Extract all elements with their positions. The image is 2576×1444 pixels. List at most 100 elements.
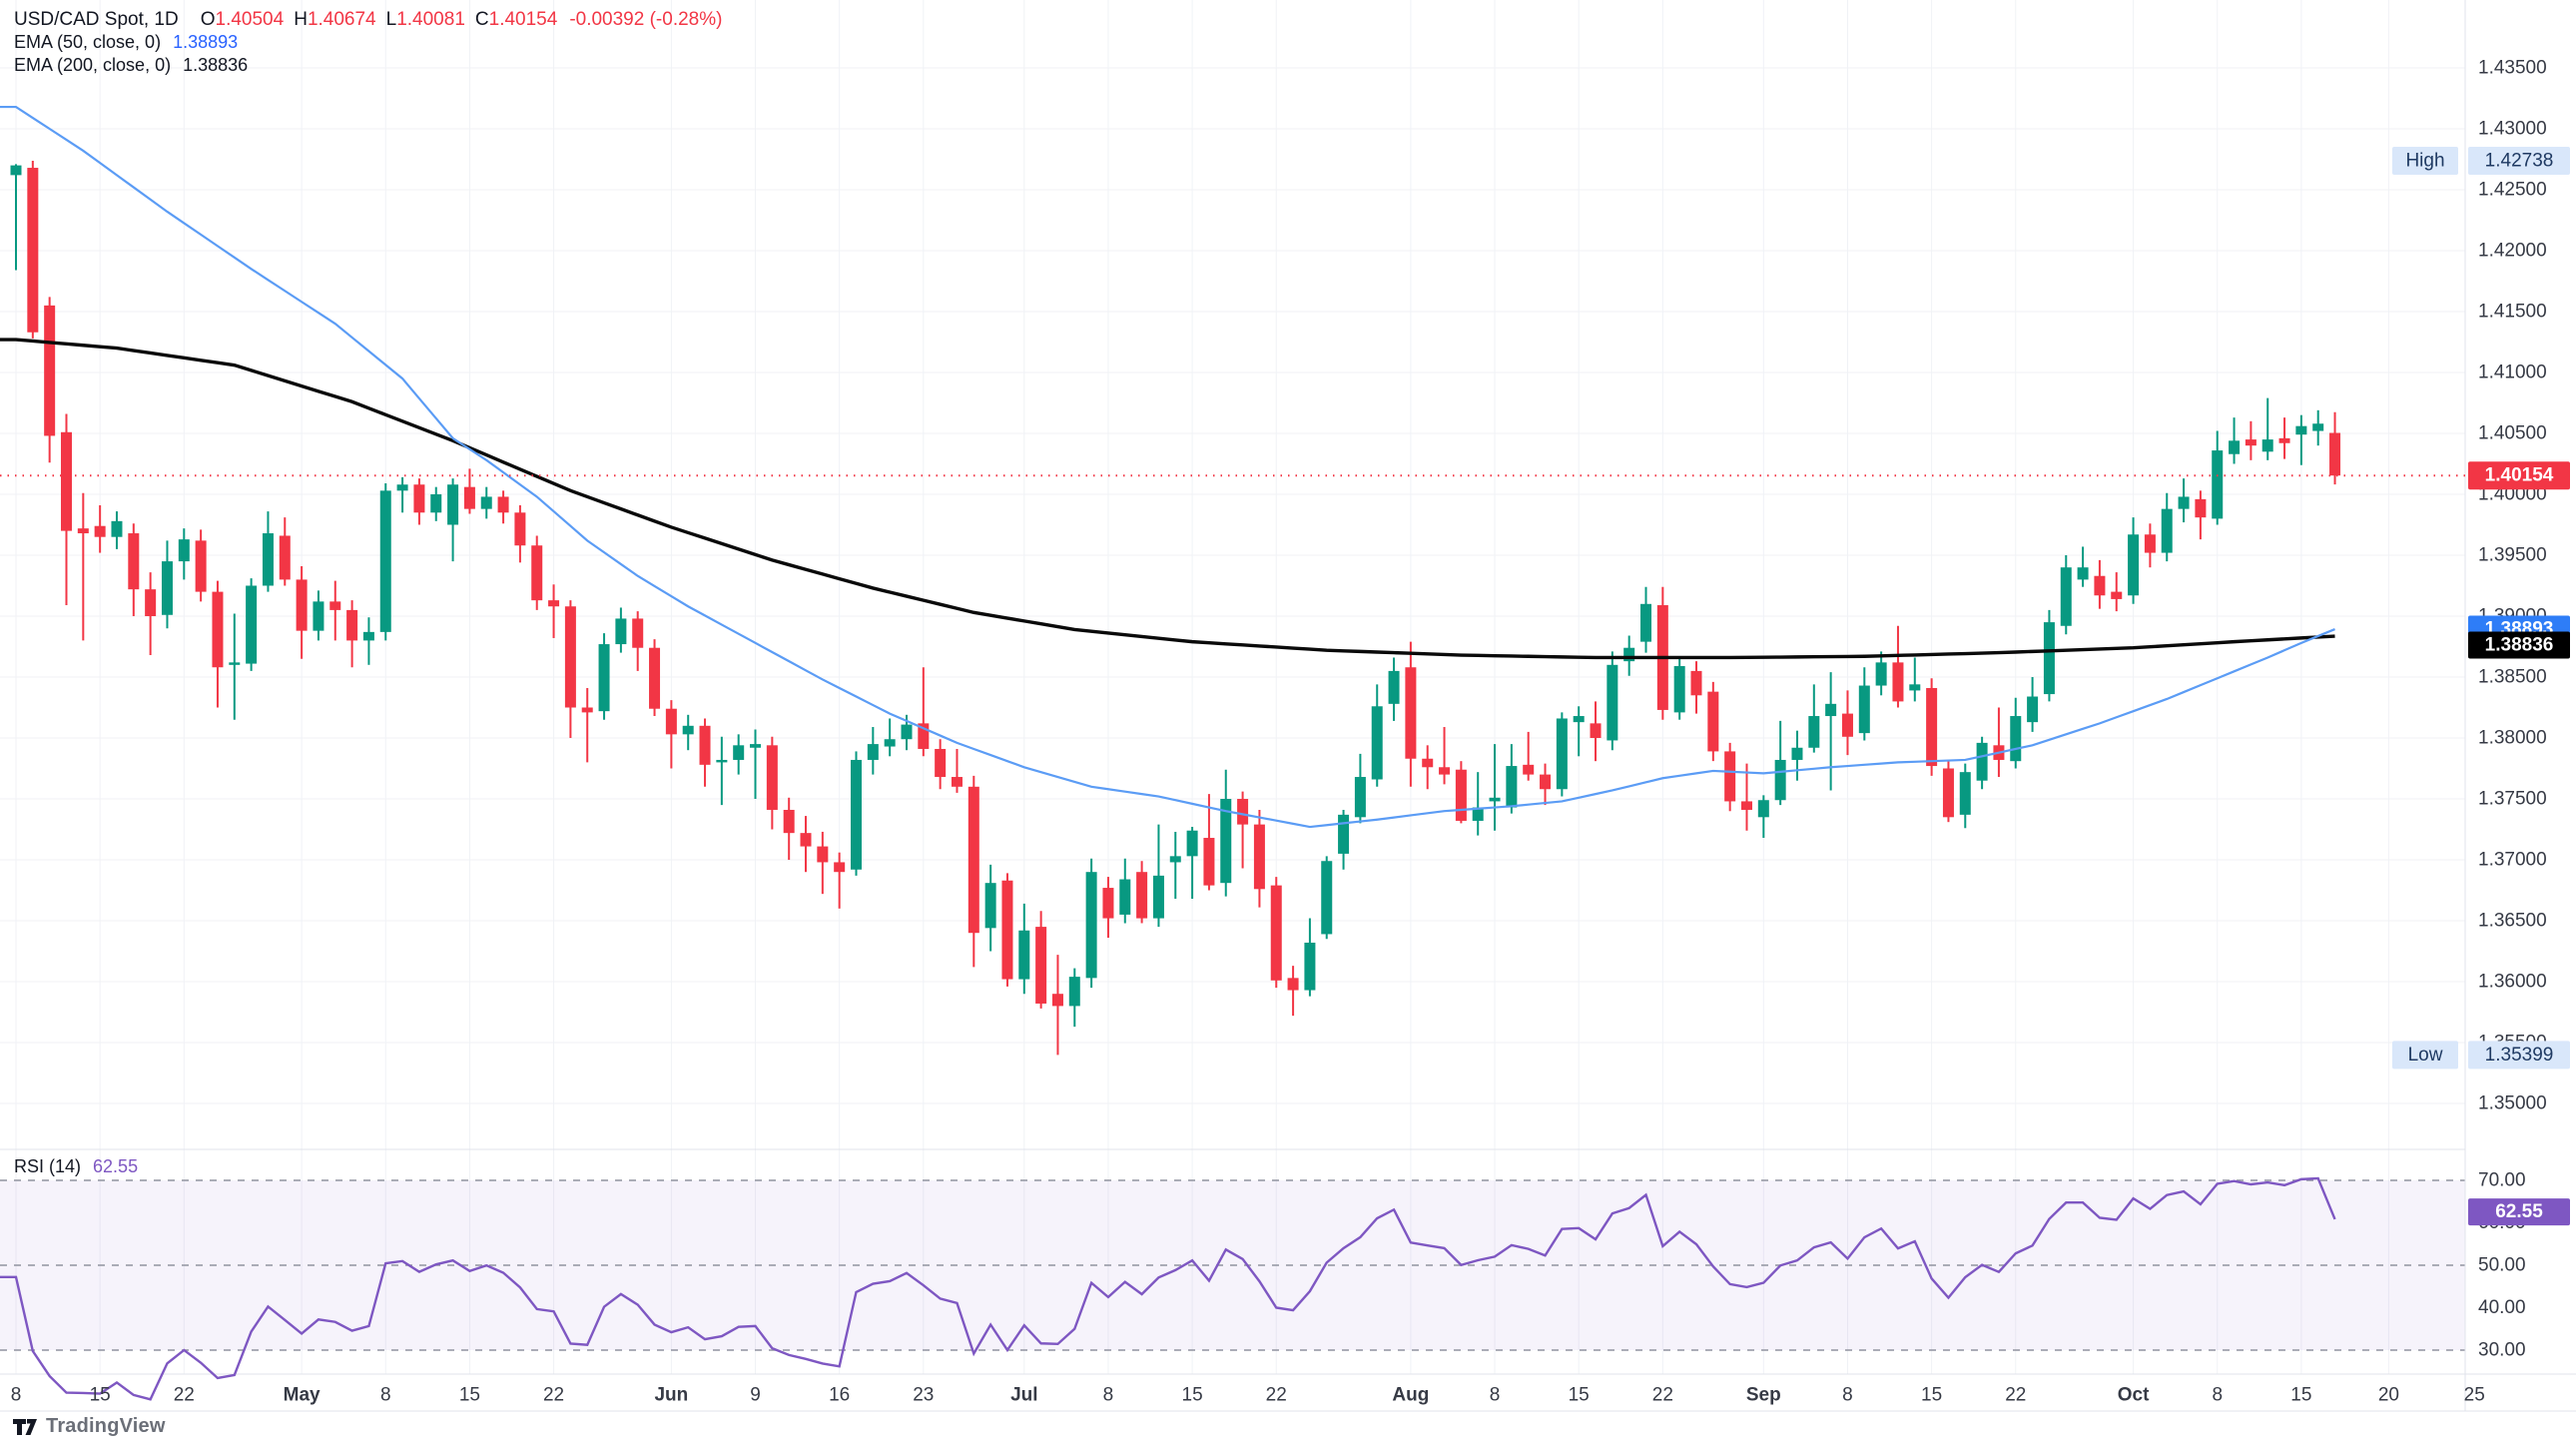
legend-ema200-row[interactable]: EMA (200, close, 0) 1.38836 bbox=[14, 54, 722, 77]
price-pane[interactable] bbox=[0, 0, 2465, 1149]
candle-body bbox=[1942, 768, 1954, 818]
legend-symbol-row[interactable]: USD/CAD Spot, 1D O1.40504 H1.40674 L1.40081… bbox=[14, 8, 722, 31]
time-tick-label: 22 bbox=[2005, 1385, 2026, 1406]
price-tick-label: 1.40500 bbox=[2478, 423, 2547, 444]
candle-body bbox=[430, 494, 442, 513]
candle-body bbox=[750, 744, 762, 748]
time-tick-label: 23 bbox=[913, 1385, 934, 1406]
candles bbox=[10, 160, 2341, 1056]
rsi-tick-label: 40.00 bbox=[2478, 1297, 2526, 1318]
candle-body bbox=[598, 644, 610, 712]
candle-body bbox=[2178, 496, 2190, 509]
candle-body bbox=[2195, 498, 2207, 518]
ohlc-high-value: 1.40674 bbox=[307, 9, 376, 30]
candle-body bbox=[2161, 508, 2173, 553]
candle-body bbox=[77, 528, 89, 534]
candle-body bbox=[1253, 824, 1265, 890]
candle-body bbox=[1439, 767, 1451, 775]
time-tick-label: 15 bbox=[90, 1385, 111, 1406]
ema200-value: 1.38836 bbox=[183, 55, 249, 75]
rsi-legend-row[interactable]: RSI (14) 62.55 bbox=[14, 1156, 138, 1177]
candle-body bbox=[1791, 747, 1803, 760]
price-tick-label: 1.42500 bbox=[2478, 180, 2547, 201]
time-axis-labels: 8 15 22 May 8 15 22 Jun 9 16 23 Jul 8 15 22 Aug 8 15 22 Sep… bbox=[11, 1385, 2485, 1406]
candle-body bbox=[2212, 450, 2224, 519]
candle-body bbox=[1556, 718, 1568, 790]
tradingview-logo-icon[interactable] bbox=[12, 1416, 38, 1438]
candle-body bbox=[1959, 772, 1971, 815]
low-label-bg bbox=[2392, 1041, 2458, 1070]
high-value-text: 1.42738 bbox=[2485, 150, 2554, 171]
price-tick-label: 1.41500 bbox=[2478, 302, 2547, 323]
candle-body bbox=[1321, 861, 1333, 935]
time-tick-label: 15 bbox=[459, 1385, 480, 1406]
candle-body bbox=[935, 748, 947, 778]
legend-ema50-row[interactable]: EMA (50, close, 0) 1.38893 bbox=[14, 31, 722, 54]
candle-body bbox=[1018, 930, 1030, 980]
candle-body bbox=[564, 606, 576, 708]
time-tick-label: 15 bbox=[1921, 1385, 1942, 1406]
candle-body bbox=[632, 618, 644, 648]
rsi-badge-bg bbox=[2468, 1198, 2570, 1226]
candle-body bbox=[1590, 723, 1602, 738]
candle-body bbox=[128, 533, 140, 590]
candle-body bbox=[1119, 879, 1131, 915]
candle-body bbox=[329, 601, 341, 610]
candle-body bbox=[918, 723, 930, 749]
candle-body bbox=[834, 862, 846, 873]
rsi-tick-label: 70.00 bbox=[2478, 1170, 2526, 1191]
candle-body bbox=[1136, 872, 1148, 919]
time-tick-label: 8 bbox=[2212, 1385, 2223, 1406]
candle-body bbox=[1338, 814, 1350, 854]
rsi-tick-label: 50.00 bbox=[2478, 1255, 2526, 1276]
candle-body bbox=[1825, 703, 1837, 717]
candle-body bbox=[1304, 942, 1316, 991]
time-tick-label: 8 bbox=[11, 1385, 22, 1406]
candle-body bbox=[1371, 706, 1383, 780]
time-tick-label: Jul bbox=[1010, 1385, 1037, 1406]
price-tick-label: 1.36000 bbox=[2478, 972, 2547, 993]
ohlc-low-label: L bbox=[385, 9, 397, 30]
candle-body bbox=[2144, 534, 2156, 553]
candle-body bbox=[1808, 716, 1820, 748]
ema200-line bbox=[0, 338, 2335, 660]
candle-body bbox=[178, 539, 190, 562]
time-tick-label: May bbox=[284, 1385, 321, 1406]
candle-body bbox=[1203, 838, 1215, 886]
tradingview-brand-text[interactable]: TradingView bbox=[46, 1415, 166, 1437]
candle-body bbox=[447, 484, 459, 525]
time-axis[interactable] bbox=[0, 1374, 2465, 1411]
candle-body bbox=[2111, 591, 2123, 599]
candle-body bbox=[1068, 977, 1080, 1007]
candle-body bbox=[2010, 716, 2022, 762]
candle-body bbox=[2312, 423, 2324, 431]
candle-body bbox=[514, 512, 526, 546]
legend: USD/CAD Spot, 1D O1.40504 H1.40674 L1.40081… bbox=[14, 8, 722, 77]
candle-body bbox=[1926, 687, 1938, 767]
change-value: -0.00392 (-0.28%) bbox=[569, 9, 723, 30]
candle-body bbox=[1051, 994, 1063, 1007]
price-tick-label: 1.38000 bbox=[2478, 728, 2547, 749]
rsi-pane[interactable] bbox=[0, 1149, 2465, 1374]
ohlc-open-value: 1.40504 bbox=[215, 9, 285, 30]
candle-body bbox=[1388, 670, 1400, 704]
time-tick-label: Oct bbox=[2118, 1385, 2150, 1406]
candle-body bbox=[161, 561, 173, 615]
ohlc-open-label: O bbox=[200, 9, 216, 30]
candle-body bbox=[884, 739, 896, 747]
price-axis[interactable] bbox=[2465, 0, 2576, 1374]
candle-body bbox=[1169, 856, 1181, 863]
price-tick-label: 1.35000 bbox=[2478, 1093, 2547, 1114]
time-tick-label: 8 bbox=[1842, 1385, 1853, 1406]
price-tick-label: 1.42000 bbox=[2478, 241, 2547, 262]
time-tick-label: 16 bbox=[829, 1385, 850, 1406]
candle-body bbox=[94, 525, 106, 537]
candle-body bbox=[246, 585, 258, 664]
time-tick-label: 15 bbox=[1182, 1385, 1203, 1406]
candle-body bbox=[413, 484, 425, 513]
low-label-text: Low bbox=[2408, 1045, 2443, 1066]
candle-body bbox=[716, 759, 728, 763]
ema50-value: 1.38893 bbox=[173, 32, 239, 52]
